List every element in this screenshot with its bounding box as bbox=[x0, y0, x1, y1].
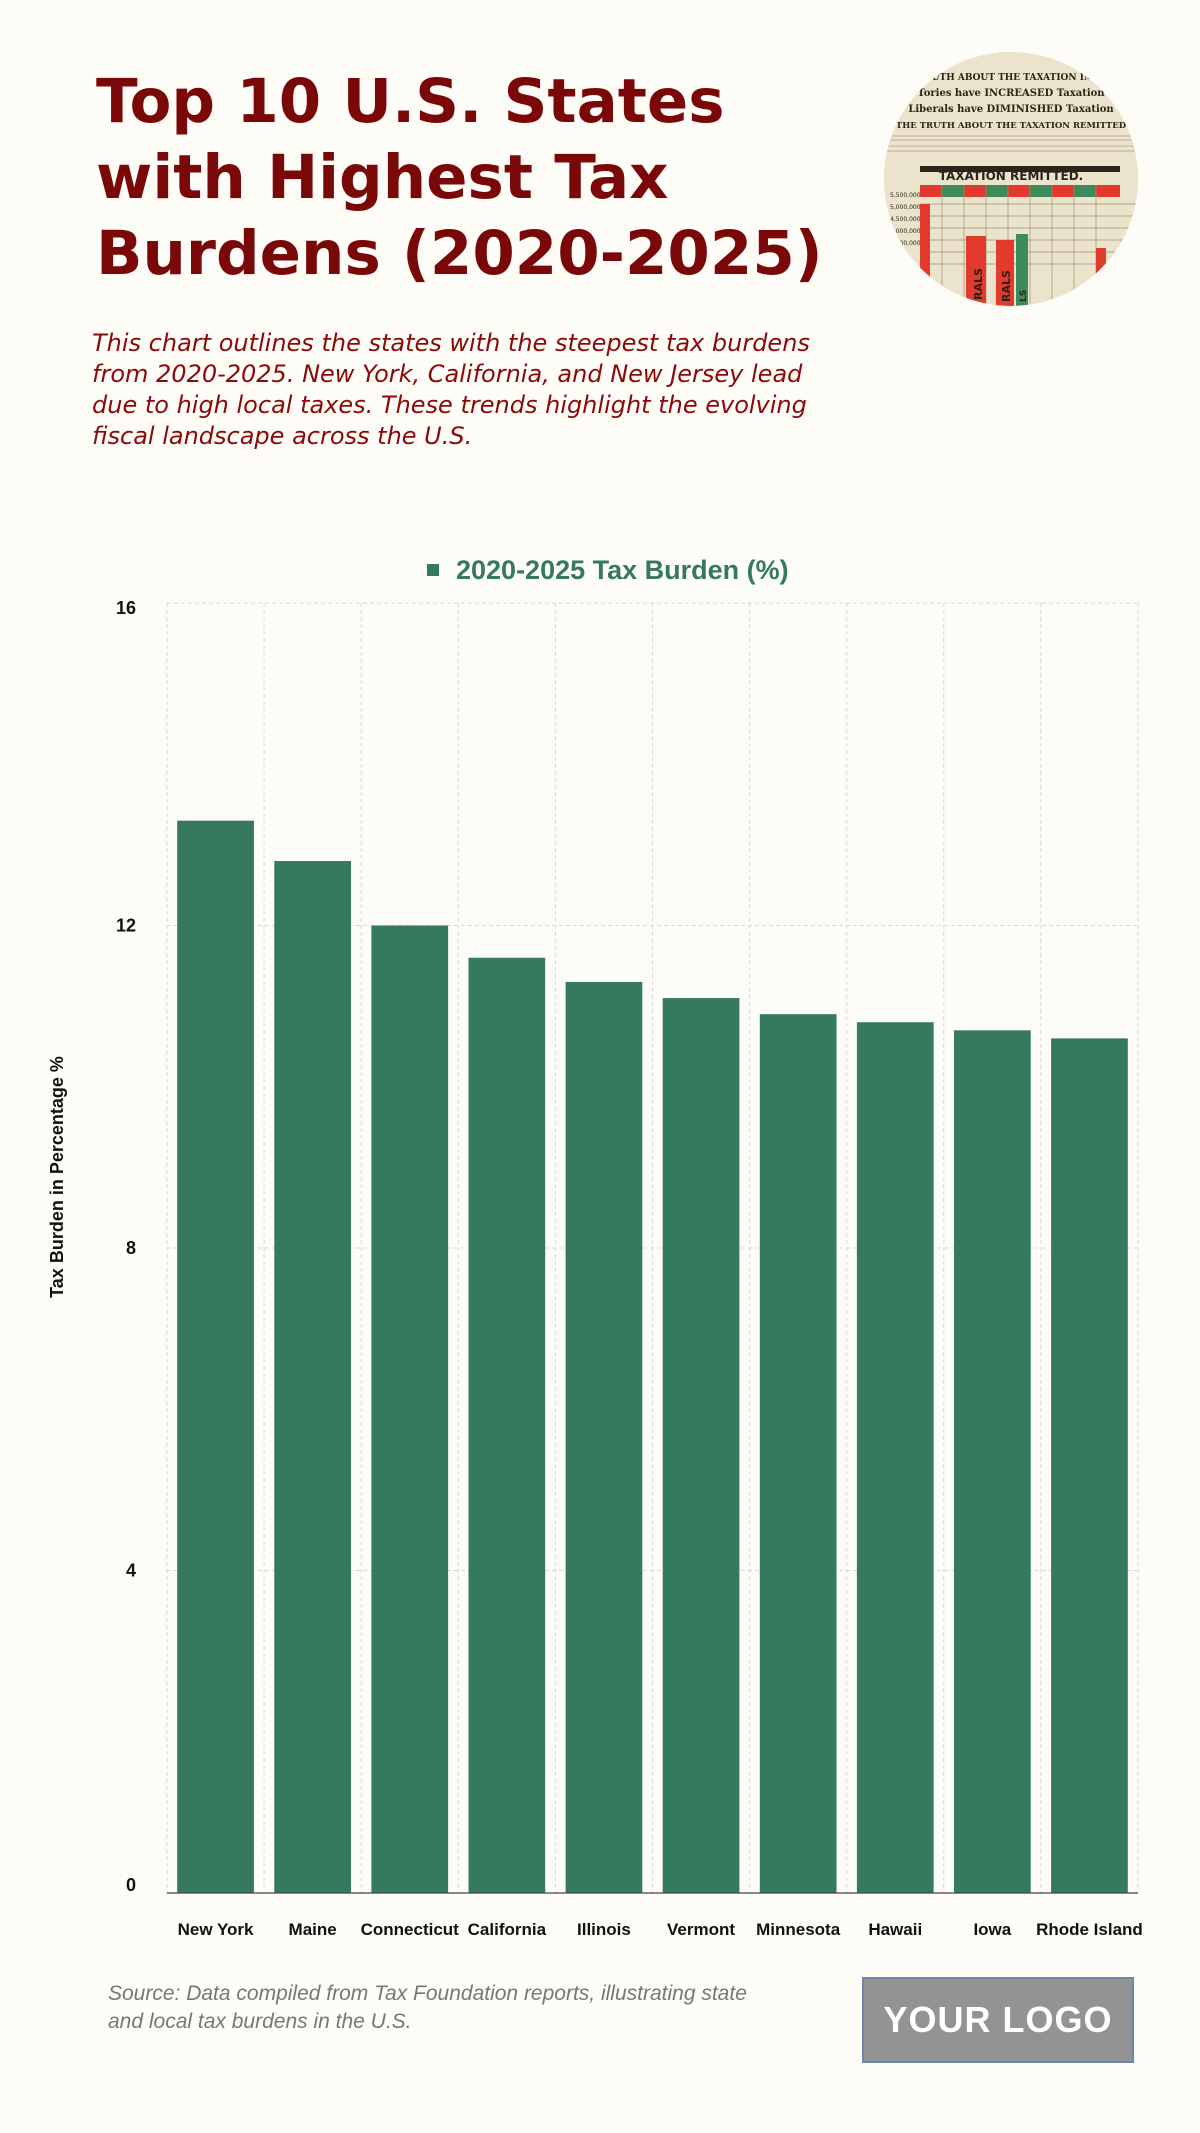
y-tick-label: 0 bbox=[126, 1875, 136, 1895]
bar-new-york bbox=[177, 820, 254, 1893]
y-tick-label: 12 bbox=[116, 916, 136, 936]
x-tick-label: Connecticut bbox=[361, 1920, 460, 1939]
chart-bars bbox=[177, 820, 1128, 1893]
poster-bar-label-3: LS bbox=[1019, 290, 1029, 302]
chart-description: This chart outlines the states with the … bbox=[92, 329, 810, 450]
chart-legend: 2020-2025 Tax Burden (%) bbox=[427, 555, 789, 585]
bar-maine bbox=[274, 861, 352, 1893]
source-note: Source: Data compiled from Tax Foundatio… bbox=[108, 1982, 747, 2033]
x-tick-label: Illinois bbox=[577, 1920, 631, 1939]
legend-label: 2020-2025 Tax Burden (%) bbox=[456, 555, 789, 585]
bar-iowa bbox=[953, 1030, 1031, 1893]
y-tick-label: 8 bbox=[126, 1238, 136, 1258]
poster-chart-title: TAXATION REMITTED. bbox=[939, 169, 1083, 183]
poster-headline-4: THE TRUTH ABOUT THE TAXATION REMITTED bbox=[896, 121, 1127, 131]
bar-vermont bbox=[662, 998, 740, 1893]
bar-chart: 0 4 8 12 16 New York Maine Connecticut Californ… bbox=[47, 555, 1143, 1939]
poster-headline-3: Liberals have DIMINISHED Taxation bbox=[908, 104, 1114, 115]
legend-swatch bbox=[427, 564, 439, 576]
x-tick-label: Hawaii bbox=[868, 1920, 922, 1939]
poster-axis-5: 3,500,000 bbox=[890, 240, 921, 247]
y-tick-label: 4 bbox=[126, 1561, 136, 1581]
poster-headline-1: THE TRUTH ABOUT THE TAXATION IMPOSED bbox=[892, 73, 1130, 83]
y-axis-label: Tax Burden in Percentage % bbox=[47, 1056, 67, 1298]
poster-bar-label-1: RALS bbox=[972, 268, 985, 300]
poster-axis-1: 5,500,000 bbox=[890, 192, 921, 199]
bar-illinois bbox=[565, 981, 643, 1893]
poster-axis-3: 4,500,000 bbox=[890, 216, 921, 223]
vintage-poster-image: THE TRUTH ABOUT THE TAXATION IMPOSED Tor… bbox=[884, 52, 1138, 306]
x-tick-label: Iowa bbox=[973, 1920, 1011, 1939]
poster-axis-2: 5,000,000 bbox=[890, 204, 921, 211]
page-title: Top 10 U.S. States with Highest Tax Burd… bbox=[96, 66, 823, 289]
x-tick-label: Maine bbox=[289, 1920, 337, 1939]
vintage-poster-graphic: THE TRUTH ABOUT THE TAXATION IMPOSED Tor… bbox=[884, 52, 1138, 306]
x-tick-label: Rhode Island bbox=[1036, 1920, 1143, 1939]
x-tick-label: Vermont bbox=[667, 1920, 735, 1939]
y-axis-ticks: 0 4 8 12 16 bbox=[116, 598, 136, 1895]
bar-minnesota bbox=[759, 1014, 837, 1893]
bar-california bbox=[468, 957, 546, 1893]
bar-connecticut bbox=[371, 925, 449, 1893]
poster-bar-label-2: RALS bbox=[1000, 270, 1013, 302]
x-tick-label: New York bbox=[178, 1920, 254, 1939]
x-tick-label: Minnesota bbox=[756, 1920, 841, 1939]
bar-rhode-island bbox=[1051, 1038, 1128, 1893]
bar-hawaii bbox=[856, 1022, 934, 1893]
poster-headline-2: Tories have INCREASED Taxation bbox=[917, 88, 1105, 99]
logo-placeholder: YOUR LOGO bbox=[862, 1977, 1134, 2063]
x-axis-ticks: New York Maine Connecticut California Illino… bbox=[178, 1920, 1143, 1939]
y-tick-label: 16 bbox=[116, 598, 136, 618]
poster-axis-4: 4,000,000 bbox=[890, 228, 921, 235]
x-tick-label: California bbox=[468, 1920, 547, 1939]
